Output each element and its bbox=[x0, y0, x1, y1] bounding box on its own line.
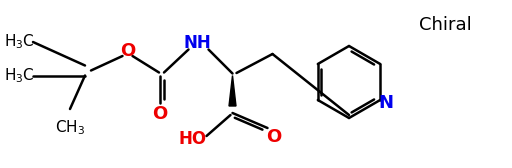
Text: CH$_3$: CH$_3$ bbox=[55, 118, 85, 137]
Text: N: N bbox=[379, 94, 394, 112]
Text: H$_3$C: H$_3$C bbox=[4, 33, 35, 51]
Text: HO: HO bbox=[179, 130, 206, 148]
Text: NH: NH bbox=[184, 34, 211, 52]
Text: O: O bbox=[120, 42, 135, 60]
Text: H$_3$C: H$_3$C bbox=[4, 66, 35, 85]
Polygon shape bbox=[229, 75, 236, 106]
Text: Chiral: Chiral bbox=[419, 16, 472, 34]
Text: O: O bbox=[266, 128, 281, 146]
Text: O: O bbox=[153, 105, 167, 123]
